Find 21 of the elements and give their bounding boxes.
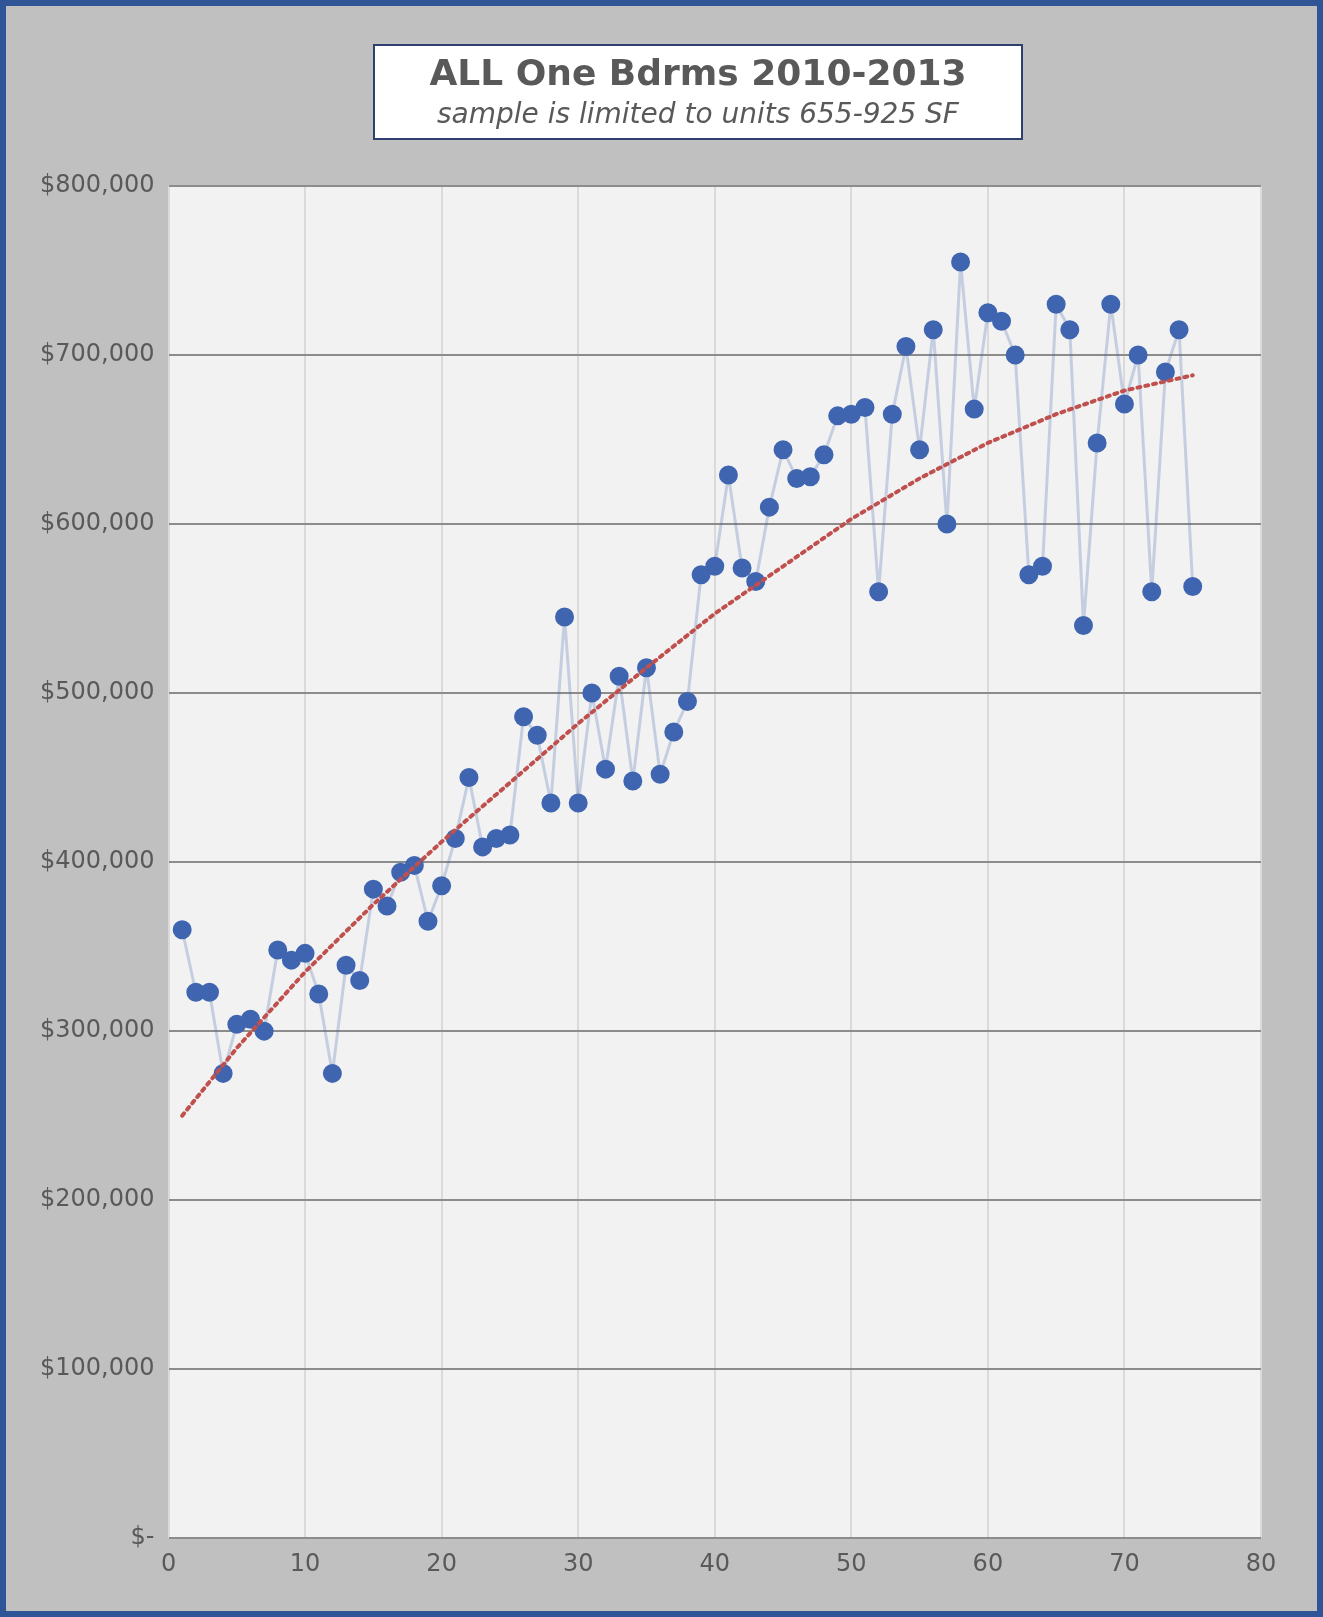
y-tick-label: $- xyxy=(130,1522,155,1551)
x-tick-label: 70 xyxy=(1109,1548,1140,1577)
x-tick-label: 0 xyxy=(160,1548,177,1577)
x-tick-label: 10 xyxy=(289,1548,321,1577)
x-tick-label: 50 xyxy=(836,1548,867,1577)
x-tick-label: 30 xyxy=(562,1548,594,1577)
y-tick-label: $500,000 xyxy=(40,677,155,706)
x-tick-label: 60 xyxy=(972,1548,1004,1577)
y-tick-label: $800,000 xyxy=(40,170,155,199)
y-tick-label: $100,000 xyxy=(40,1353,155,1382)
y-tick-label: $200,000 xyxy=(40,1184,155,1213)
x-tick-label: 20 xyxy=(426,1548,457,1577)
chart-subtitle: sample is limited to units 655-925 SF xyxy=(436,97,960,130)
x-tick-label: 40 xyxy=(699,1548,731,1577)
y-tick-label: $700,000 xyxy=(40,339,155,368)
line-series xyxy=(180,373,1195,1118)
x-tick-label: 80 xyxy=(1245,1548,1277,1577)
y-tick-label: $300,000 xyxy=(40,1015,155,1044)
y-tick-label: $600,000 xyxy=(40,508,155,537)
y-tick-label: $400,000 xyxy=(40,846,155,875)
chart-title: ALL One Bdrms 2010-2013 xyxy=(428,52,968,93)
